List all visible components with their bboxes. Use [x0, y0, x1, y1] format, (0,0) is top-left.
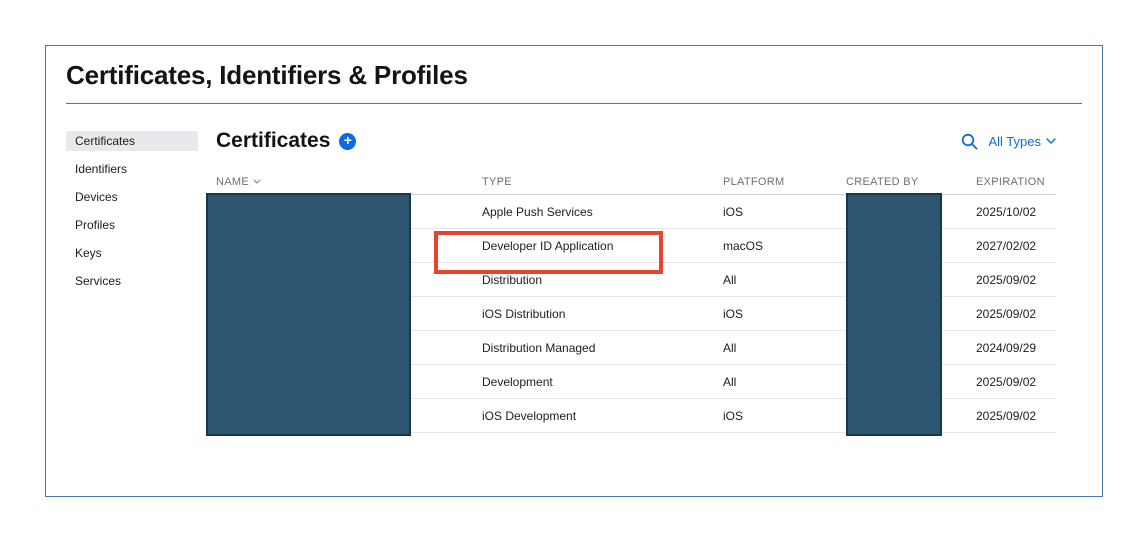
sidebar-item-identifiers[interactable]: Identifiers: [75, 162, 128, 176]
section-header: Certificates + All Types: [216, 129, 1056, 153]
cell-platform: iOS: [723, 204, 744, 219]
cell-expiration: 2025/10/02: [976, 204, 1037, 219]
cell-platform: All: [723, 340, 737, 355]
column-header-name-label: NAME: [216, 175, 249, 188]
sidebar-item-keys[interactable]: Keys: [75, 246, 102, 260]
chevron-down-icon: [1046, 138, 1056, 144]
app-window: Certificates, Identifiers & Profiles Cer…: [45, 45, 1103, 497]
page-title: Certificates, Identifiers & Profiles: [66, 60, 468, 90]
cell-type: Developer ID Application: [482, 238, 614, 253]
add-certificate-button[interactable]: +: [339, 132, 357, 150]
table-row[interactable]: Developer ID Application macOS 2027/02/0…: [216, 229, 1056, 263]
cell-expiration: 2027/02/02: [976, 238, 1037, 253]
type-filter-dropdown[interactable]: All Types: [988, 134, 1056, 149]
sidebar: Certificates Identifiers Devices Profile…: [66, 131, 198, 299]
sort-chevron-icon: [253, 179, 261, 184]
cell-expiration: 2025/09/02: [976, 374, 1037, 389]
cell-platform: iOS: [723, 408, 744, 423]
redaction-name-column: [206, 193, 411, 436]
table-row[interactable]: iOS Distribution iOS 2025/09/02: [216, 297, 1056, 331]
column-header-created-by: CREATED BY: [846, 175, 919, 188]
column-header-name[interactable]: NAME: [216, 176, 482, 188]
cell-platform: iOS: [723, 306, 744, 321]
cell-type: iOS Distribution: [482, 306, 566, 321]
table-header-row: NAME TYPE PLATFORM CREATED BY EXPIRATION: [216, 169, 1056, 195]
type-filter-label: All Types: [988, 133, 1041, 149]
cell-platform: All: [723, 374, 737, 389]
redaction-created-by-column: [846, 193, 942, 436]
section-title: Certificates: [216, 129, 331, 152]
main-content: Certificates + All Types: [216, 129, 1056, 433]
plus-icon: +: [343, 132, 352, 148]
cell-type: Distribution: [482, 272, 543, 287]
cell-type: iOS Development: [482, 408, 577, 423]
table-row[interactable]: Distribution All 2025/09/02: [216, 263, 1056, 297]
cell-platform: macOS: [723, 238, 764, 253]
cell-expiration: 2024/09/29: [976, 340, 1037, 355]
sidebar-item-certificates[interactable]: Certificates: [66, 131, 198, 151]
cell-type: Distribution Managed: [482, 340, 596, 355]
column-header-platform: PLATFORM: [723, 175, 785, 188]
table-row[interactable]: iOS Development iOS 2025/09/02: [216, 399, 1056, 433]
title-divider: [66, 103, 1082, 104]
sidebar-item-devices[interactable]: Devices: [75, 190, 118, 204]
table-row[interactable]: Apple Push Services iOS 2025/10/02: [216, 195, 1056, 229]
certificates-table: NAME TYPE PLATFORM CREATED BY EXPIRATION…: [216, 169, 1056, 433]
column-header-type: TYPE: [482, 175, 512, 188]
cell-type: Development: [482, 374, 553, 389]
column-header-expiration: EXPIRATION: [976, 175, 1045, 188]
table-row[interactable]: Development All 2025/09/02: [216, 365, 1056, 399]
search-icon[interactable]: [961, 133, 978, 150]
cell-expiration: 2025/09/02: [976, 306, 1037, 321]
cell-type: Apple Push Services: [482, 204, 593, 219]
annotation-highlight-box: [434, 231, 663, 274]
sidebar-item-services[interactable]: Services: [75, 274, 122, 288]
sidebar-item-profiles[interactable]: Profiles: [75, 218, 116, 232]
table-row[interactable]: Distribution Managed All 2024/09/29: [216, 331, 1056, 365]
cell-expiration: 2025/09/02: [976, 408, 1037, 423]
cell-expiration: 2025/09/02: [976, 272, 1037, 287]
cell-platform: All: [723, 272, 737, 287]
